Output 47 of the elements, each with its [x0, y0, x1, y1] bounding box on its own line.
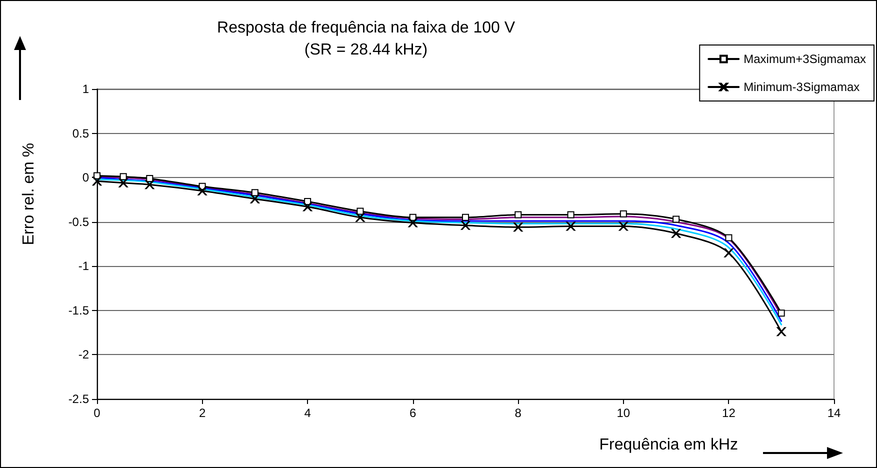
point [120, 173, 127, 180]
y-tick-label: -1 [78, 259, 90, 274]
point [566, 222, 576, 231]
point [146, 174, 154, 182]
y-tick-label: -0.5 [68, 214, 90, 229]
point [356, 212, 365, 222]
point [672, 216, 680, 223]
point [250, 194, 260, 204]
point [303, 202, 312, 212]
point [145, 180, 154, 190]
point [620, 210, 627, 218]
x-tick-label: 12 [722, 406, 736, 420]
point [618, 222, 628, 231]
point [356, 208, 364, 215]
y-tick-label: -2.5 [68, 392, 90, 406]
point [672, 228, 681, 238]
y-tick-label: -2 [78, 348, 90, 362]
point [567, 211, 574, 218]
y-tick-label: 1 [82, 82, 90, 96]
y-axis-title: Erro rel. em % [20, 142, 38, 246]
x-tick-label: 0 [94, 406, 101, 420]
point [725, 234, 732, 242]
chart-subtitle: (SR = 28.44 kHz) [304, 42, 428, 58]
x-tick-label: 4 [304, 406, 312, 420]
x-tick-label: 6 [410, 406, 417, 420]
point [198, 186, 207, 196]
y-tick-label: 0 [82, 170, 90, 185]
point [778, 310, 785, 317]
y-tick-label: 0.5 [72, 126, 90, 140]
point [724, 248, 734, 258]
point [251, 189, 258, 196]
point [514, 211, 522, 218]
x-tick-label: 14 [827, 406, 841, 420]
point [408, 218, 418, 228]
legend-label: Maximum+3Sigmamax [744, 52, 866, 66]
x-axis-title: Frequência em kHz [599, 436, 738, 454]
point [514, 222, 523, 232]
legend-label: Minimum-3Sigmamax [744, 80, 860, 94]
point [118, 178, 128, 188]
y-tick-label: -1.5 [68, 303, 90, 318]
chart-title: Resposta de frequência na faixa de 100 V [217, 20, 516, 36]
x-tick-label: 10 [616, 406, 630, 420]
x-tick-label: 2 [198, 406, 206, 420]
point [462, 214, 469, 221]
x-tick-label: 8 [514, 406, 522, 420]
point [461, 220, 470, 230]
point [776, 327, 786, 336]
